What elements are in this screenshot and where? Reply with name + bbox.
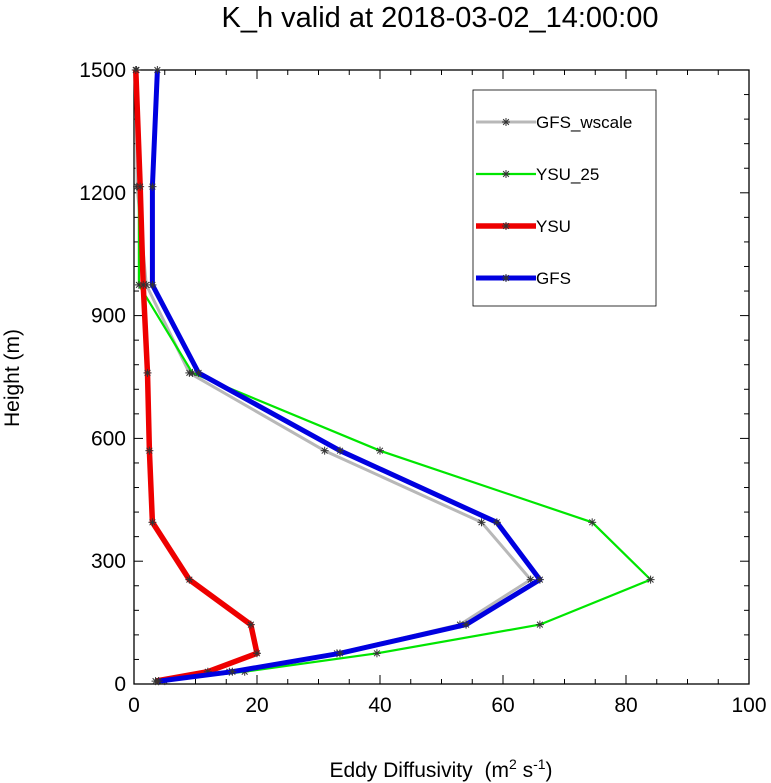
x-axis-units-mid: s [517, 759, 533, 782]
legend-item-ysu: YSU [476, 217, 571, 236]
data-point-ysu-25 [588, 518, 597, 527]
data-point-gfs [492, 518, 501, 527]
x-tick-label: 0 [128, 694, 140, 717]
y-tick-label: 1500 [79, 59, 126, 82]
x-axis-units-base: (m [484, 759, 509, 782]
legend-label: GFS [536, 269, 571, 288]
data-point-gfs [336, 649, 345, 658]
data-point-gfs [153, 66, 162, 74]
legend-items: GFS_wscale YSU_25 YSU GFS [476, 113, 632, 288]
y-tick-labels: 0 300 600 900 1200 1500 [79, 59, 126, 696]
y-tick-label: 300 [91, 550, 126, 573]
data-point-gfs [462, 620, 471, 629]
legend-marker [502, 118, 510, 126]
x-tick-label: 20 [245, 694, 268, 717]
data-point-ysu [148, 518, 157, 527]
data-point-ysu [143, 368, 152, 377]
x-axis-units-sup2: -1 [533, 756, 546, 772]
data-point-gfs [228, 667, 237, 676]
legend-marker [502, 274, 510, 282]
data-point-gfs-wscale [477, 518, 486, 527]
data-point-gfs [194, 368, 203, 377]
legend-item-gfs: GFS [476, 269, 571, 288]
chart-title: K_h valid at 2018-03-02_14:00:00 [222, 2, 659, 34]
data-point-gfs [336, 446, 345, 455]
series-gfs [148, 66, 544, 686]
data-point-gfs [154, 677, 163, 686]
data-point-ysu [136, 182, 145, 191]
legend: GFS_wscale YSU_25 YSU GFS [472, 89, 657, 307]
data-point-gfs [148, 280, 157, 289]
x-tick-label: 80 [614, 694, 637, 717]
data-point-ysu [145, 446, 154, 455]
legend-label: YSU_25 [536, 165, 599, 184]
data-point-ysu-25 [646, 575, 655, 584]
data-point-ysu-25 [372, 649, 381, 658]
legend-label: YSU [536, 217, 571, 236]
data-point-ysu [253, 649, 261, 658]
data-point-ysu [131, 66, 140, 74]
y-tick-label: 900 [91, 305, 126, 328]
legend-item-gfs-wscale: GFS_wscale [476, 113, 632, 132]
data-point-ysu-25 [376, 446, 384, 455]
data-point-ysu [246, 620, 255, 629]
data-point-ysu-25 [535, 620, 544, 629]
x-axis-label-text: Eddy Diffusivity [329, 759, 473, 782]
ticks-layer [133, 69, 750, 685]
y-tick-label: 600 [91, 427, 126, 450]
plot-frame [133, 69, 750, 685]
legend-marker [502, 170, 510, 178]
x-tick-labels: 0 20 40 60 80 100 [128, 694, 766, 717]
y-axis-label: Height (m) [1, 329, 24, 427]
x-axis-units-sup1: 2 [509, 756, 517, 772]
data-point-gfs [148, 182, 157, 191]
x-axis-label: Eddy Diffusivity (m2 s-1) [329, 756, 552, 782]
legend-marker [502, 222, 510, 230]
series-layer [131, 66, 655, 686]
data-point-ysu [185, 575, 194, 584]
y-tick-label: 0 [114, 673, 126, 696]
x-tick-label: 60 [491, 694, 514, 717]
data-point-ysu [139, 280, 148, 289]
legend-item-ysu-25: YSU_25 [476, 165, 599, 184]
y-tick-label: 1200 [79, 182, 126, 205]
x-axis-units-end: ) [546, 759, 553, 782]
data-point-gfs-wscale [320, 446, 329, 455]
data-point-gfs [535, 575, 544, 584]
plot-area [131, 66, 750, 686]
legend-box [472, 89, 657, 307]
x-tick-label: 100 [731, 694, 766, 717]
legend-label: GFS_wscale [536, 113, 632, 132]
x-tick-label: 40 [368, 694, 391, 717]
